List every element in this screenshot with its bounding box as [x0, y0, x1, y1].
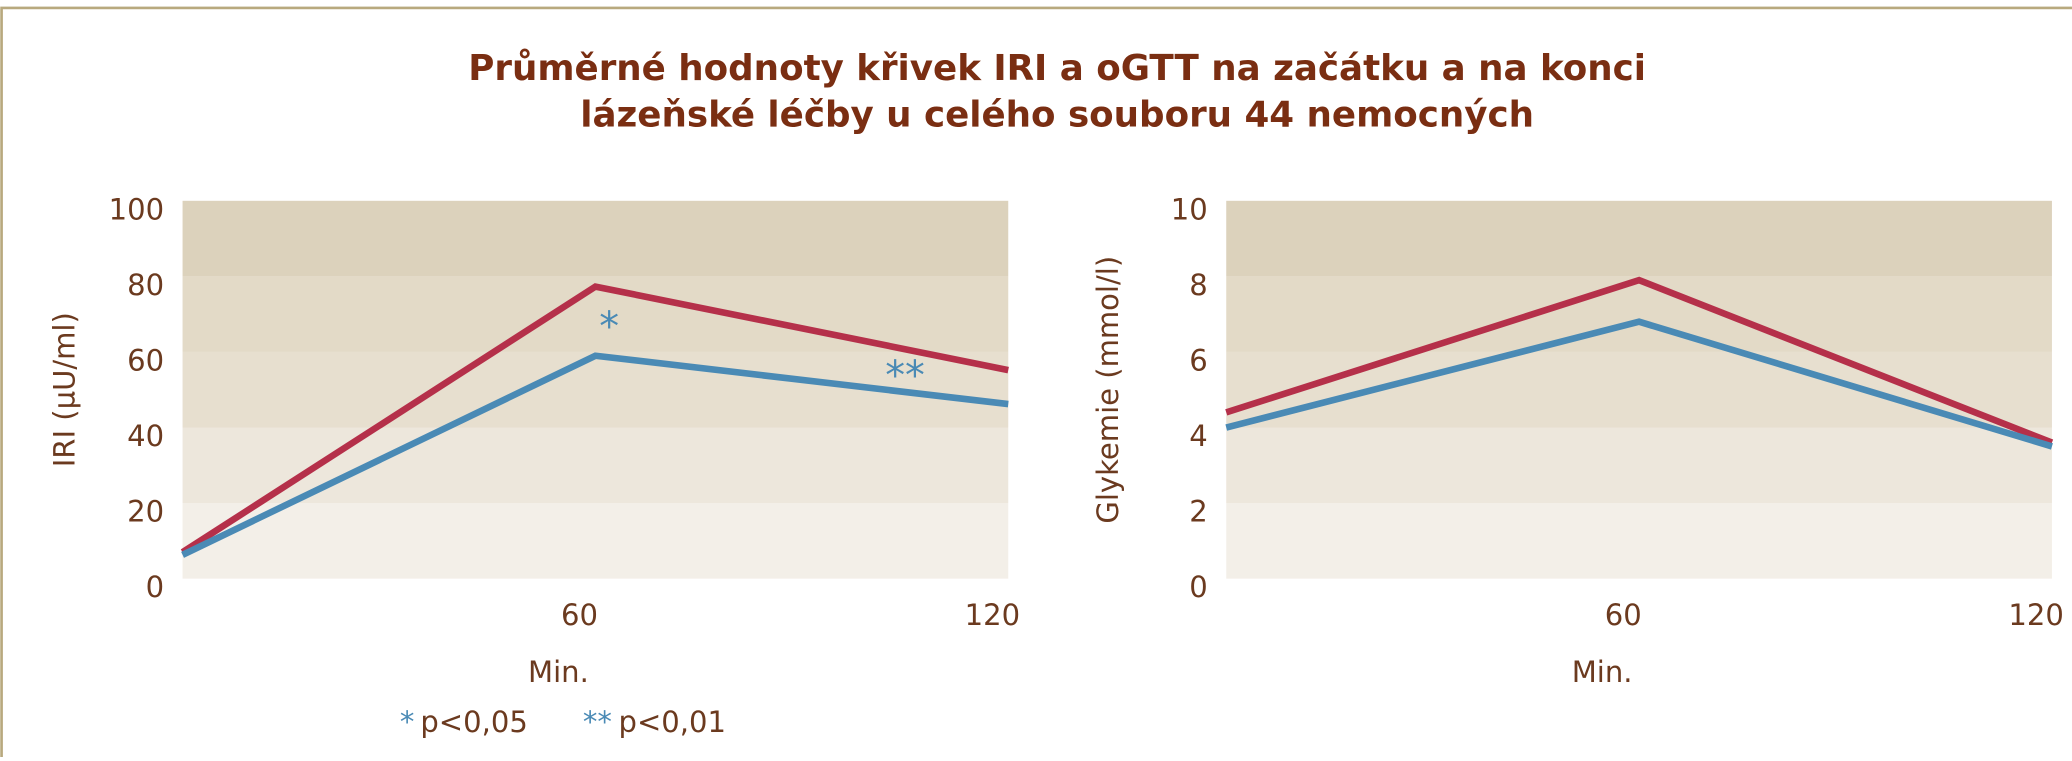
series-line [180, 283, 1009, 555]
series-line [181, 352, 1009, 558]
y-tick-label: 60 [127, 344, 164, 378]
y-tick-label: 40 [127, 419, 164, 453]
plot-band [1226, 351, 2052, 428]
plot-band [1226, 503, 2052, 579]
y-tick-label: 0 [146, 570, 164, 604]
series-line [1225, 276, 2054, 446]
plot-band [182, 200, 1009, 277]
plot-band [1226, 427, 2052, 504]
x-tick-label: 120 [965, 598, 1020, 632]
footnote-text: p<0,05 [420, 705, 527, 739]
footnote-text: p<0,01 [619, 705, 726, 739]
annotation: * [599, 304, 619, 350]
x-tick-label: 60 [561, 598, 598, 632]
series-line [1225, 318, 2053, 450]
plot-band [1226, 276, 2052, 352]
annotation: ** [885, 353, 925, 399]
y-tick-label: 2 [1189, 495, 1207, 529]
title-line: Průměrné hodnoty křivek IRI a oGTT na za… [468, 48, 1646, 89]
x-axis-label: Min. [1572, 655, 1633, 689]
y-axis-label: IRI (µU/ml) [47, 312, 81, 467]
footnote-mark: * [400, 705, 415, 739]
x-tick-label: 120 [2008, 598, 2063, 632]
x-tick-label: 60 [1605, 598, 1642, 632]
x-axis-label: Min. [528, 655, 589, 689]
y-tick-label: 4 [1189, 419, 1207, 453]
title-line: lázeňské léčby u celého souboru 44 nemoc… [580, 94, 1534, 135]
plot-band [1226, 200, 2052, 277]
footnote-mark: ** [583, 705, 612, 739]
y-tick-label: 0 [1189, 570, 1207, 604]
plot-band [182, 503, 1009, 579]
y-tick-label: 6 [1189, 344, 1207, 378]
y-tick-label: 8 [1189, 268, 1207, 302]
y-tick-label: 20 [127, 495, 164, 529]
y-tick-label: 10 [1171, 192, 1208, 226]
y-tick-label: 100 [109, 192, 164, 226]
y-tick-label: 80 [127, 268, 164, 302]
y-axis-label: Glykemie (mmol/l) [1091, 256, 1125, 524]
